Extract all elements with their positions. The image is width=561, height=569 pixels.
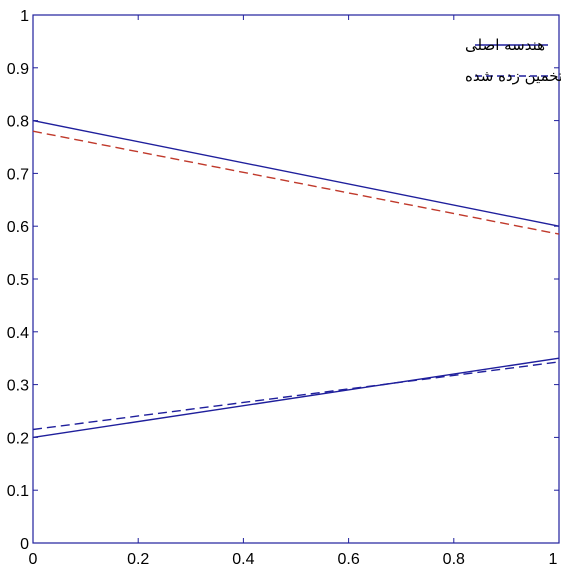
y-tick-label: 0.1 — [7, 483, 29, 500]
y-tick-label: 0.2 — [7, 430, 29, 447]
y-tick-label: 0.3 — [7, 378, 29, 395]
y-tick-label: 0.7 — [7, 166, 29, 183]
y-tick-label: 0.6 — [7, 219, 29, 236]
legend-label-1: هندسه تخمین زده شده — [465, 67, 561, 85]
series-line-1-dashed — [32, 130, 560, 235]
series-layer — [32, 119, 560, 439]
series-line-3-dashed — [32, 361, 560, 431]
y-axis: 0 0.1 0.2 0.3 0.4 0.5 0.6 0.7 0.8 0.9 1 — [7, 8, 559, 553]
x-axis: 0 0.2 0.4 0.6 0.8 1 — [29, 15, 560, 568]
y-tick-label: 0.5 — [7, 272, 29, 289]
legend-label-0: هندسه اصلی — [465, 36, 545, 54]
y-tick-label: 0.9 — [7, 61, 29, 78]
x-tick-label: 0.8 — [443, 551, 465, 568]
x-tick-label: 0 — [29, 551, 38, 568]
x-tick-label: 0.2 — [127, 551, 149, 568]
series-line-2-solid — [32, 357, 560, 439]
y-tick-label: 0.8 — [7, 114, 29, 131]
x-tick-label: 0.6 — [337, 551, 359, 568]
series-line-0-solid — [32, 119, 560, 227]
x-tick-label: 0.4 — [232, 551, 254, 568]
plot-area — [32, 14, 560, 544]
x-tick-label: 1 — [549, 551, 558, 568]
y-tick-label: 1 — [20, 8, 29, 25]
y-tick-label: 0.4 — [7, 325, 29, 342]
y-tick-label: 0 — [20, 536, 29, 553]
legend: هندسه اصلی هندسه تخمین زده شده — [465, 36, 561, 85]
